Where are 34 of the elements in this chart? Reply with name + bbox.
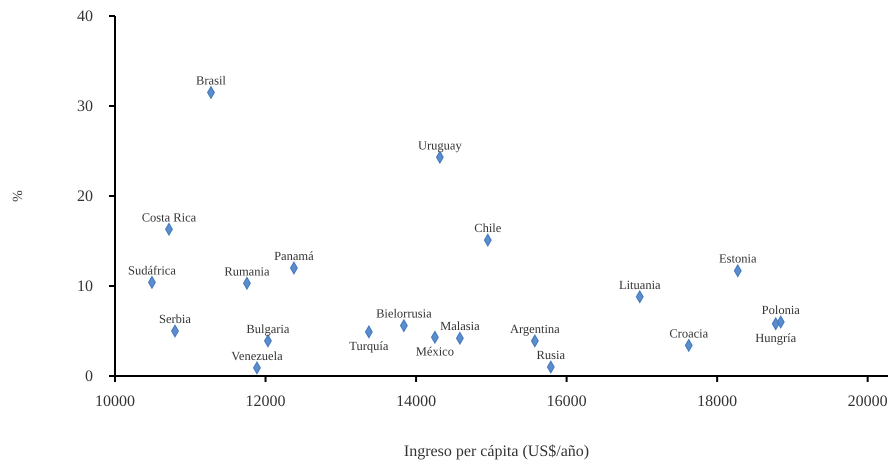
- annotation: Lituania: [618, 278, 662, 292]
- y-tick-label: 10: [77, 278, 93, 295]
- x-tick-label: 16000: [546, 393, 587, 410]
- y-tick-label: 20: [77, 188, 93, 205]
- annotation: México: [416, 344, 454, 358]
- annotation: Bielorrusia: [376, 306, 432, 321]
- y-tick-label: 40: [77, 8, 93, 25]
- y-tick-label: 30: [77, 98, 93, 115]
- annotation: Chile: [474, 221, 502, 236]
- x-tick-label: 14000: [396, 393, 436, 410]
- annotation: Malasia: [440, 319, 480, 334]
- annotation: Uruguay: [418, 138, 462, 152]
- annotation: Rumania: [224, 264, 270, 278]
- x-tick-label: 20000: [848, 393, 888, 410]
- annotation: Brasil: [196, 74, 226, 88]
- annotation: Serbia: [159, 312, 192, 326]
- annotation: Hungría: [755, 330, 797, 345]
- y-axis-title: %: [11, 190, 26, 202]
- annotation: Rusia: [536, 348, 566, 362]
- annotation: Argentina: [510, 322, 560, 336]
- annotation: Estonia: [719, 252, 757, 266]
- annotation: Turquía: [349, 338, 389, 353]
- x-axis-title: Ingreso per cápita (US$/año): [404, 443, 590, 460]
- annotation: Panamá: [274, 249, 314, 263]
- x-tick-label: 18000: [697, 393, 738, 410]
- x-tick-label: 12000: [246, 393, 286, 410]
- annotation: Polonia: [762, 303, 800, 317]
- annotation: Costa Rica: [142, 210, 197, 224]
- x-tick-label: 10000: [95, 393, 135, 410]
- annotation: Venezuela: [231, 348, 284, 363]
- annotation: Bulgaria: [246, 322, 290, 336]
- annotation: Croacia: [669, 326, 709, 340]
- annotation: Sudáfrica: [128, 263, 176, 278]
- y-tick-label: 0: [85, 368, 93, 385]
